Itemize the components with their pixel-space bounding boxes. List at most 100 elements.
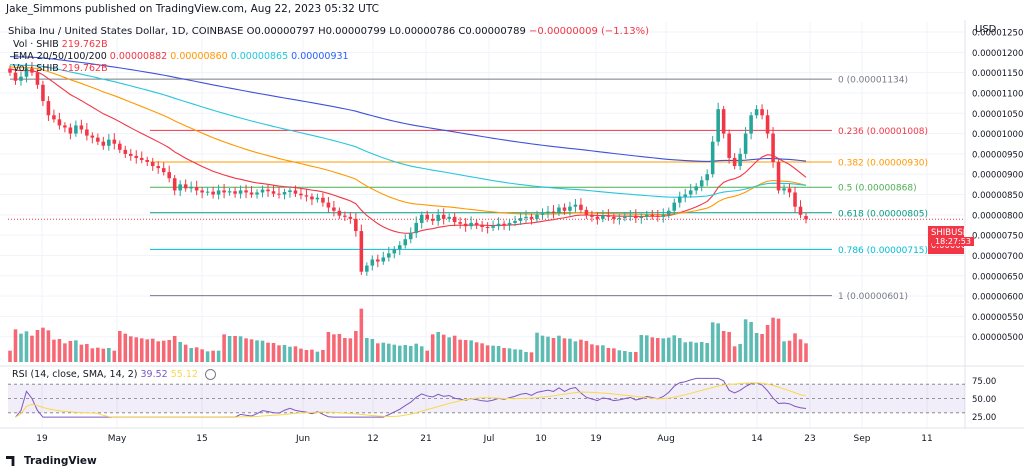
candle-body-65 xyxy=(365,265,369,272)
volume-legend-2[interactable]: Vol · SHIB 219.762B xyxy=(13,63,108,74)
volume-bar-104 xyxy=(579,339,583,362)
candle-body-115 xyxy=(639,216,644,219)
candle-body-131 xyxy=(727,133,731,158)
volume-bar-96 xyxy=(535,332,539,362)
time-tick-2: 15 xyxy=(196,434,207,444)
candle-body-49 xyxy=(277,193,281,195)
price-tick-10: 0.00000750 xyxy=(972,232,1023,242)
candle-body-41 xyxy=(233,191,237,194)
ema-legend[interactable]: EMA 20/50/100/200 0.00000882 0.00000860 … xyxy=(13,51,349,62)
volume-bar-85 xyxy=(474,342,479,362)
price-tag-countdown: 18:27:53 xyxy=(932,237,974,246)
visibility-icon[interactable] xyxy=(204,369,216,380)
candle-body-21 xyxy=(123,149,128,154)
candle-body-85 xyxy=(474,222,479,225)
price-tick-4: 0.00001050 xyxy=(972,110,1023,120)
price-tick-0: 0.00001250 xyxy=(972,29,1023,39)
candle-body-140 xyxy=(776,162,781,191)
volume-bar-77 xyxy=(430,334,435,362)
volume-bar-131 xyxy=(727,332,731,362)
candle-body-28 xyxy=(161,168,166,173)
volume-bar-54 xyxy=(304,350,309,362)
volume-bar-47 xyxy=(266,342,270,362)
candle-body-60 xyxy=(337,210,342,216)
time-tick-7: 10 xyxy=(535,434,547,444)
volume-bar-130 xyxy=(721,331,726,362)
candle-body-39 xyxy=(222,190,226,193)
candle-body-102 xyxy=(568,206,572,211)
candle-body-90 xyxy=(502,223,506,225)
candle-body-70 xyxy=(392,249,397,254)
volume-bar-1 xyxy=(13,329,18,362)
candle-body-52 xyxy=(293,190,298,194)
volume-legend[interactable]: Vol · SHIB 219.762B xyxy=(13,39,108,50)
volume-bar-98 xyxy=(546,336,550,362)
volume-bar-49 xyxy=(277,345,281,362)
candle-body-43 xyxy=(244,190,248,193)
volume-bar-25 xyxy=(145,339,150,362)
candle-body-1 xyxy=(13,72,18,81)
candle-body-44 xyxy=(249,192,254,195)
candle-body-139 xyxy=(771,133,775,162)
price-tick-13: 0.00000600 xyxy=(972,293,1023,303)
symbol-name: Shiba Inu / United States Dollar, 1D, CO… xyxy=(8,26,244,37)
candle-body-48 xyxy=(271,191,276,194)
candle-body-99 xyxy=(551,211,556,213)
candle-body-15 xyxy=(90,135,95,138)
rsi-legend[interactable]: RSI (14, close, SMA, 14, 2) 39.52 55.12 xyxy=(12,369,216,380)
price-tick-11: 0.00000700 xyxy=(972,252,1023,262)
volume-bar-45 xyxy=(255,340,259,362)
candle-body-11 xyxy=(68,127,73,134)
candle-body-113 xyxy=(628,215,633,217)
volume-label: Vol · SHIB xyxy=(13,39,59,50)
symbol-header: Shiba Inu / United States Dollar, 1D, CO… xyxy=(8,26,649,37)
volume-bar-82 xyxy=(458,339,462,362)
candle-body-27 xyxy=(156,166,161,169)
volume-bar-67 xyxy=(376,343,380,362)
volume-bar-32 xyxy=(183,344,188,362)
volume-bar-39 xyxy=(222,334,226,362)
volume-bar-17 xyxy=(101,348,106,362)
candle-body-117 xyxy=(650,214,655,216)
price-axis[interactable]: 0.00001250 0.00001200 0.00001150 0.00001100… xyxy=(972,29,1023,423)
volume-bar-56 xyxy=(315,351,320,362)
volume-bar-143 xyxy=(793,333,797,362)
volume-bar-124 xyxy=(688,341,693,362)
volume-bar-107 xyxy=(595,345,600,362)
candle-body-88 xyxy=(491,226,495,228)
candle-body-76 xyxy=(425,214,429,219)
candle-body-63 xyxy=(354,218,358,232)
volume-bar-27 xyxy=(156,341,161,362)
candle-body-46 xyxy=(260,189,265,193)
fib-label-0.236: 0.236 (0.00001008) xyxy=(838,127,928,137)
candle-body-137 xyxy=(760,109,764,116)
price-tick-1: 0.00001200 xyxy=(972,49,1023,59)
volume-bar-72 xyxy=(403,345,408,362)
volume-bar-18 xyxy=(107,348,111,362)
rsi-tick-1: 50.00 xyxy=(972,395,996,405)
time-tick-13: 11 xyxy=(921,434,932,444)
volume-bar-40 xyxy=(227,336,232,362)
candle-body-47 xyxy=(266,189,270,192)
candle-body-50 xyxy=(282,192,287,195)
candle-body-124 xyxy=(688,190,693,195)
ema50-line xyxy=(9,66,807,216)
candle-body-53 xyxy=(299,193,303,196)
volume-bar-133 xyxy=(738,344,742,362)
volume-bar-92 xyxy=(513,349,517,362)
volume-bar-61 xyxy=(343,338,347,362)
candle-body-34 xyxy=(194,187,199,191)
candle-body-72 xyxy=(403,239,408,246)
price-change: −0.00000009 (−1.13%) xyxy=(529,26,649,37)
volume-bar-53 xyxy=(299,348,303,362)
candle-body-19 xyxy=(112,139,117,144)
time-axis[interactable]: 19 May 15 Jun 12 21 Jul 10 19 Aug 14 23 Sep 11 xyxy=(36,434,932,444)
volume-bar-50 xyxy=(282,345,287,362)
rsi-value: 39.52 xyxy=(140,369,168,380)
volume-bar-126 xyxy=(699,342,704,362)
candle-body-35 xyxy=(200,190,204,193)
volume-bar-141 xyxy=(782,341,786,362)
volume-bar-31 xyxy=(178,342,182,362)
volume-bar-109 xyxy=(606,348,611,362)
